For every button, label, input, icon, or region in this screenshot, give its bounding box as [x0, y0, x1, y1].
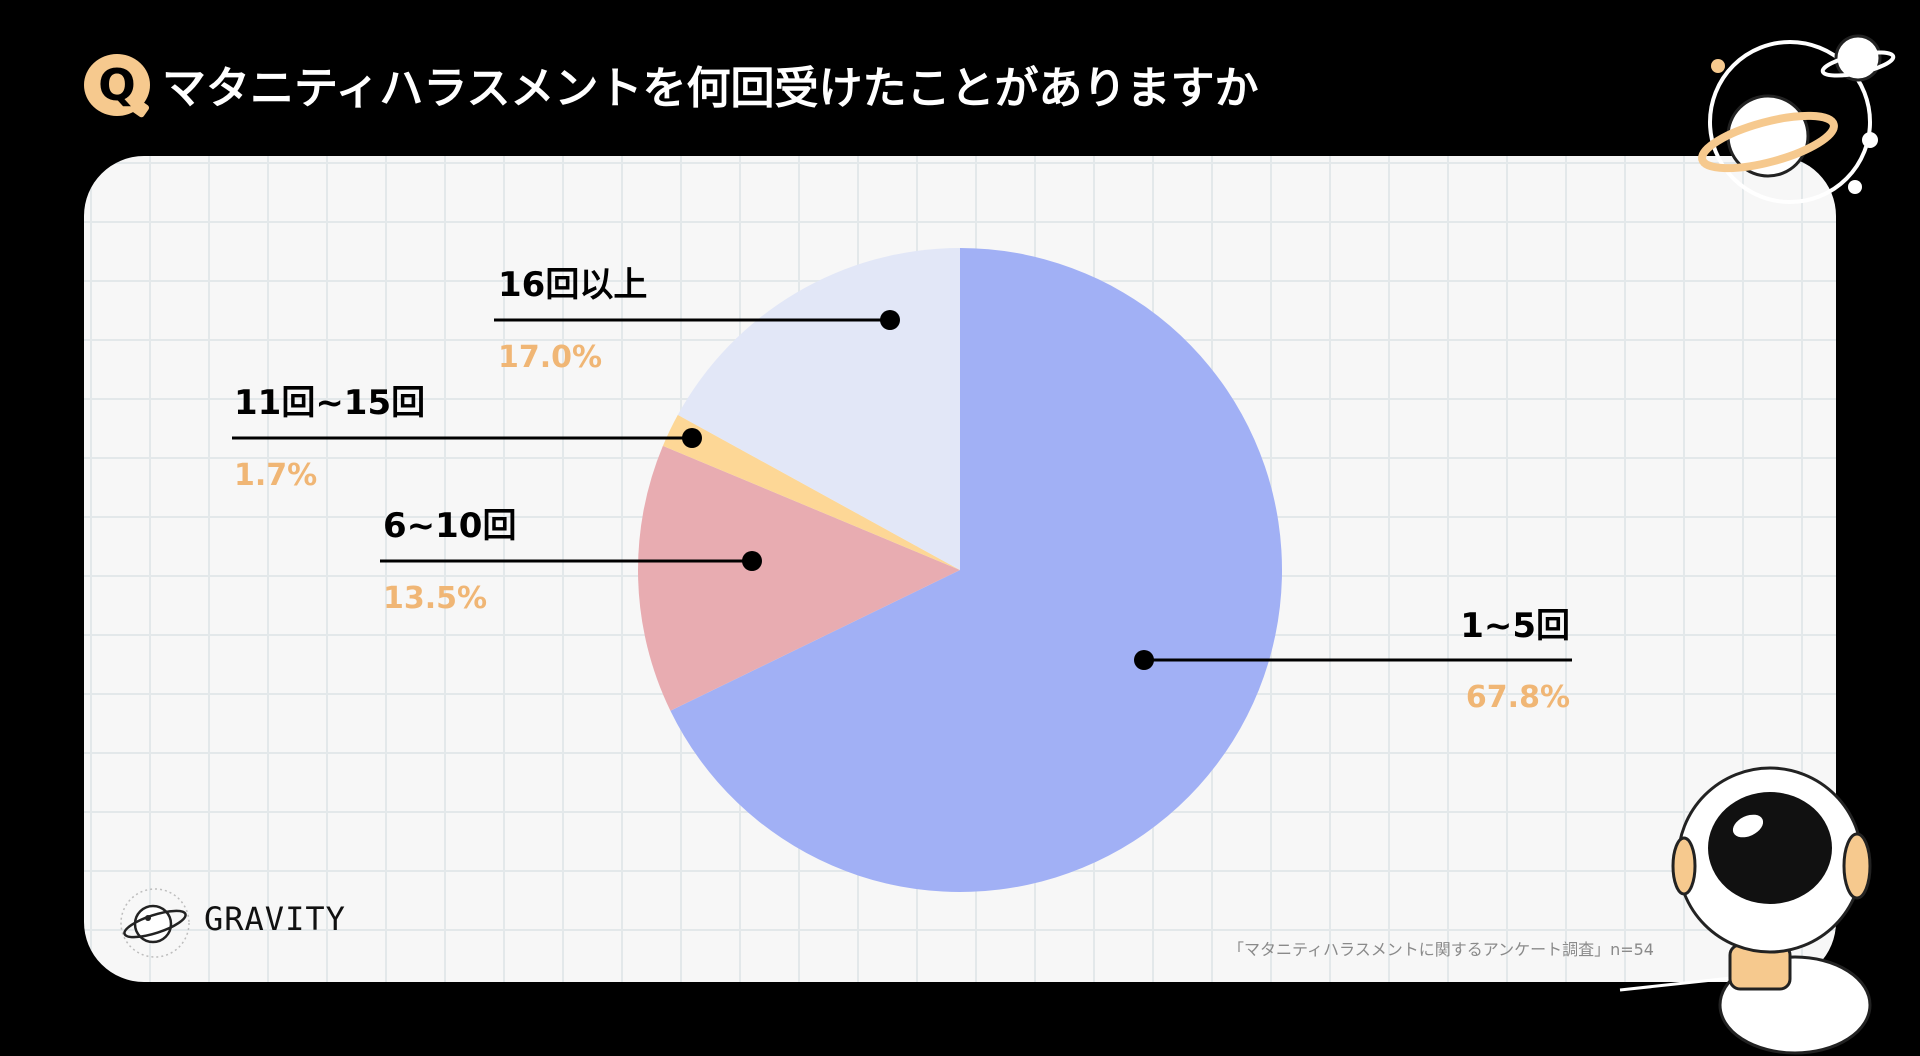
page-title: マタニティハラスメントを何回受けたことがありますか	[162, 63, 1259, 114]
slice-percentage-label: 17.0%	[498, 340, 602, 375]
survey-footnote: 「マタニティハラスメントに関するアンケート調査」n=54	[1228, 940, 1654, 959]
slice-category-label: 6~10回	[383, 506, 516, 546]
header: Q マタニティハラスメントを何回受けたことがありますか	[0, 0, 1920, 160]
pie-slices	[637, 248, 1282, 893]
slice-category-label: 1~5回	[1460, 606, 1570, 646]
slice-percentage-label: 1.7%	[234, 458, 317, 493]
astronaut-illustration-icon	[1619, 766, 1872, 1055]
slice-category-label: 16回以上	[498, 265, 647, 305]
pie-slice-3	[662, 414, 960, 570]
leader-lines	[232, 310, 1572, 670]
brand-name: GRAVITY	[204, 900, 346, 938]
leader-dot-1	[1134, 650, 1154, 670]
pie-slice-2	[637, 445, 960, 711]
slice-percentage-label: 67.8%	[1466, 680, 1570, 715]
slice-percentage-label: 13.5%	[383, 581, 487, 616]
slice-category-label: 11回~15回	[234, 383, 425, 423]
pie-slice-1	[670, 248, 1282, 893]
leader-dot-4	[880, 310, 900, 330]
leader-dot-2	[742, 551, 762, 571]
planets-illustration-icon	[1698, 34, 1896, 204]
slice-labels: 1~5回 67.8% 6~10回 13.5% 11回~15回 1.7% 16回以上 17.0%	[234, 265, 1570, 715]
gravity-logo-icon	[120, 888, 190, 958]
question-badge: Q	[84, 54, 150, 116]
leader-dot-3	[682, 428, 702, 448]
question-letter: Q	[98, 59, 136, 111]
